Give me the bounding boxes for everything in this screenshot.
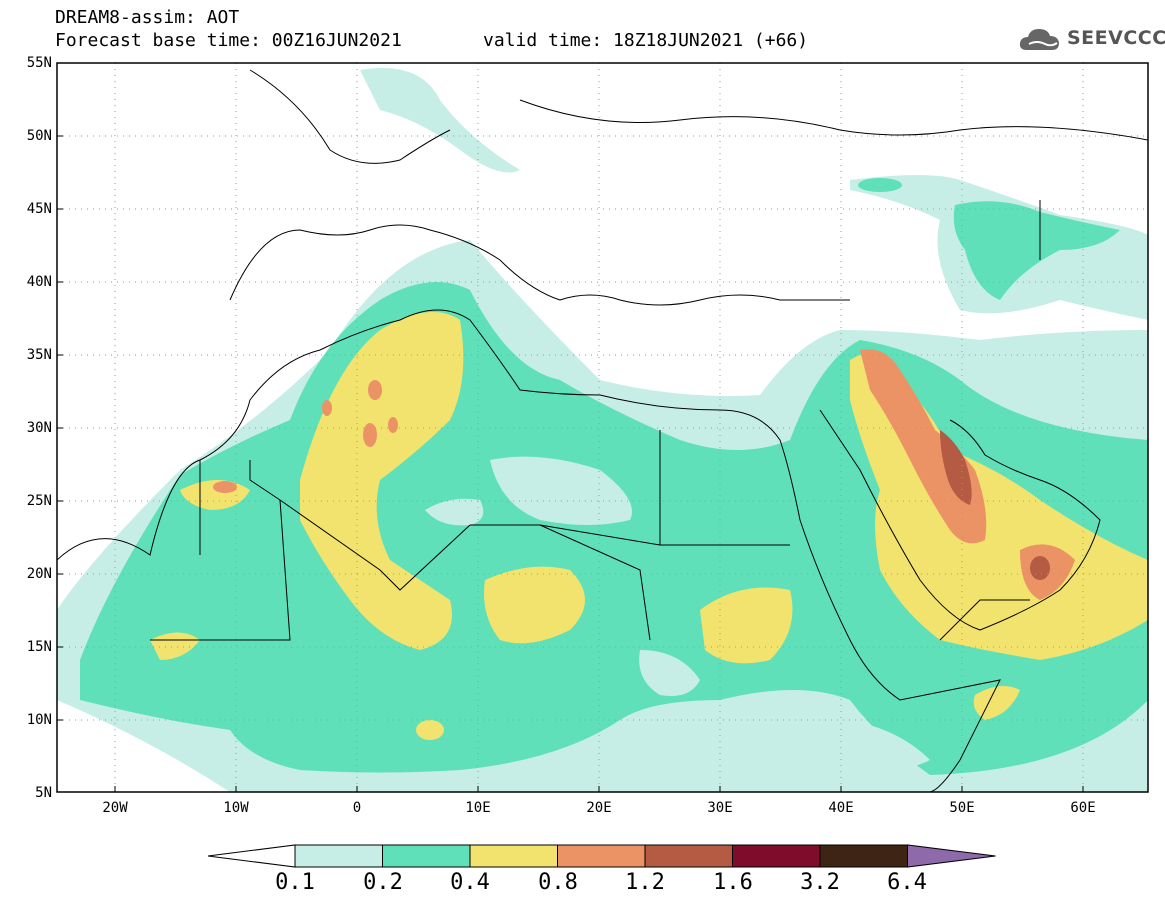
aot-contour-0.4 — [300, 312, 464, 650]
lat-label: 50N — [26, 128, 52, 144]
lat-label: 15N — [26, 639, 52, 655]
lat-label: 20N — [26, 566, 52, 582]
lon-label: 50E — [949, 800, 975, 816]
logo-text: SEEVCCC — [1067, 27, 1165, 49]
lat-label: 5N — [35, 785, 52, 801]
aot-contour-1.2 — [940, 430, 972, 505]
colorbar-label: 0.4 — [450, 870, 490, 895]
lon-label: 0 — [352, 800, 362, 816]
lat-label: 55N — [26, 55, 52, 71]
colorbar-label: 0.8 — [538, 870, 578, 895]
lat-label: 25N — [26, 493, 52, 509]
aot-contour-0.8 — [860, 349, 987, 544]
lon-label: 40E — [828, 800, 854, 816]
lat-label: 30N — [26, 420, 52, 436]
colorbar-label: 1.6 — [713, 870, 753, 895]
lon-label: 10W — [223, 800, 249, 816]
lat-label: 45N — [26, 201, 52, 217]
lat-label: 35N — [26, 347, 52, 363]
map-title: DREAM8-assim: AOT — [55, 7, 240, 28]
lon-label: 60E — [1070, 800, 1096, 816]
lat-label: 40N — [26, 274, 52, 290]
colorbar-label: 0.2 — [363, 870, 403, 895]
colorbar-label: 6.4 — [887, 870, 927, 895]
cloud-logo-icon — [1019, 29, 1059, 50]
lon-label: 10E — [465, 800, 491, 816]
lon-label: 20W — [102, 800, 128, 816]
colorbar-label: 1.2 — [625, 870, 665, 895]
lon-label: 30E — [707, 800, 733, 816]
coastline-europe — [229, 224, 850, 306]
colorbar-label: 3.2 — [800, 870, 840, 895]
colorbar-label: 0.1 — [275, 870, 315, 895]
lat-label: 10N — [26, 712, 52, 728]
coastline-africa — [57, 309, 1001, 792]
lon-label: 20E — [586, 800, 612, 816]
valid-time: valid time: 18Z18JUN2021 (+66) — [483, 30, 809, 51]
forecast-base-time: Forecast base time: 00Z16JUN2021 — [55, 30, 402, 51]
coastline-arabia — [819, 409, 1101, 631]
